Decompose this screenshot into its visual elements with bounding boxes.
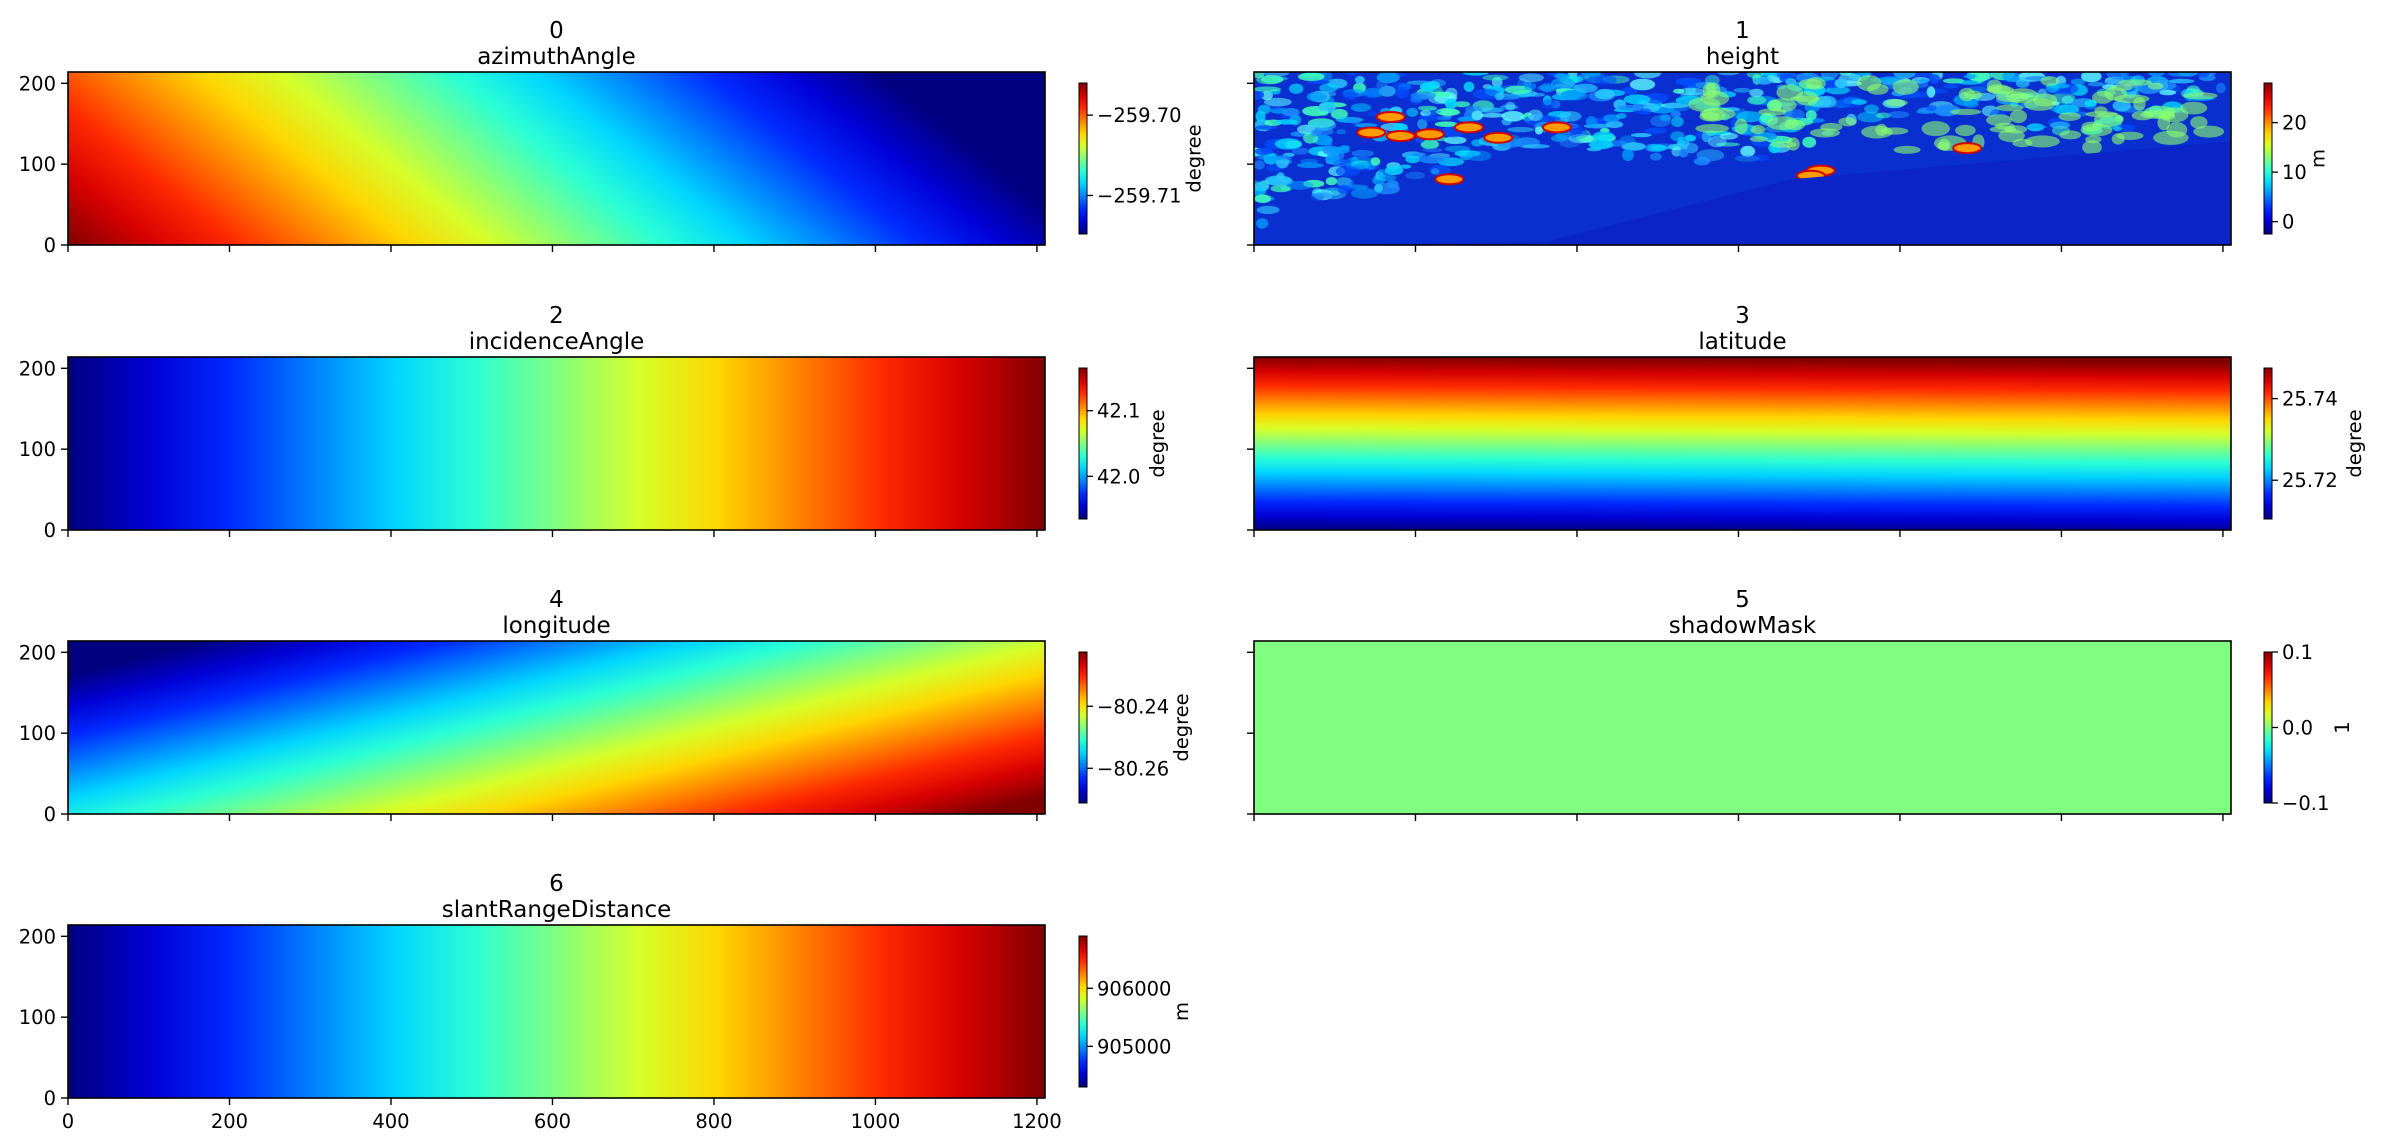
colorbar-tick-label: 0.1 (2282, 641, 2313, 664)
colorbar-5: 0.1 0.0 −0.1 1 (2263, 641, 2354, 815)
y-tick-label: 200 (19, 641, 56, 664)
heatmap-image-3 (1254, 357, 2231, 530)
colorbar-gradient (1078, 935, 1088, 1088)
colorbar-tick-label: −80.24 (1097, 695, 1169, 718)
axes-frame (67, 924, 1046, 1099)
x-tick-label: 1200 (1012, 1110, 1062, 1133)
y-tick-label: 200 (19, 357, 56, 380)
heatmap-image-6 (68, 925, 1045, 1098)
colorbar-tick-label: 905000 (1097, 1035, 1171, 1058)
colorbar-2: 42.1 42.0 degree (1078, 367, 1169, 520)
panel-title: azimuthAngle (477, 44, 636, 70)
y-tick-label: 100 (19, 438, 56, 461)
panel-index-label: 6 (549, 871, 564, 897)
panel-title: longitude (502, 613, 610, 639)
axes-frame (1253, 356, 2232, 531)
colorbar-label: degree (1182, 124, 1205, 192)
panel-title: height (1706, 44, 1779, 70)
y-tick-label: 0 (44, 803, 56, 826)
y-tick-label: 200 (19, 925, 56, 948)
panel-index-label: 1 (1735, 18, 1750, 44)
y-tick-label: 0 (44, 519, 56, 542)
colorbar-tick-label: −0.1 (2282, 792, 2329, 815)
panel-index-label: 2 (549, 303, 564, 329)
y-tick-label: 100 (19, 722, 56, 745)
panel-index-label: 4 (549, 587, 564, 613)
colorbar-gradient (2263, 367, 2273, 520)
colorbar-tick-label: 42.1 (1097, 400, 1140, 423)
y-tick-label: 0 (44, 234, 56, 257)
panel-index-label: 0 (549, 18, 564, 44)
axes-frame (1253, 640, 2232, 815)
axes-frame (1253, 71, 2232, 246)
heatmap-image-0 (68, 72, 1045, 245)
x-tick-label: 800 (695, 1110, 732, 1133)
y-tick-label: 100 (19, 153, 56, 176)
panel-title: incidenceAngle (469, 329, 645, 355)
axes-frame (67, 640, 1046, 815)
colorbar-tick-label: 25.74 (2282, 388, 2338, 411)
colorbar-gradient (1078, 367, 1088, 520)
colorbar-tick-label: 0.0 (2282, 717, 2313, 740)
panel-index-label: 3 (1735, 303, 1750, 329)
colorbar-tick-label: 20 (2282, 112, 2307, 135)
colorbar-label: degree (2343, 409, 2366, 477)
x-tick-label: 0 (62, 1110, 74, 1133)
colorbar-1: 20 10 0 m (2263, 82, 2329, 235)
colorbar-tick-label: −80.26 (1097, 757, 1169, 780)
colorbar-tick-label: 0 (2282, 211, 2294, 234)
colorbar-tick-label: 10 (2282, 161, 2307, 184)
y-tick-label: 200 (19, 72, 56, 95)
heatmap-image-4 (68, 641, 1045, 814)
colorbar-label: m (1170, 1002, 1193, 1021)
height-texture (1254, 72, 2231, 245)
colorbar-gradient (1078, 82, 1088, 235)
colorbar-tick-label: 42.0 (1097, 465, 1140, 488)
y-tick-label: 100 (19, 1006, 56, 1029)
colorbar-gradient (2263, 651, 2273, 804)
x-tick-label: 600 (534, 1110, 571, 1133)
colorbar-label: degree (1170, 693, 1193, 761)
colorbar-6: 906000 905000 m (1078, 935, 1193, 1088)
colorbar-gradient (2263, 82, 2273, 235)
colorbar-label: m (2306, 149, 2329, 168)
colorbar-tick-label: 25.72 (2282, 469, 2338, 492)
colorbar-tick-label: −259.71 (1097, 184, 1182, 207)
panel-title: slantRangeDistance (442, 897, 672, 923)
panel-index-label: 5 (1735, 587, 1750, 613)
panel-title: latitude (1698, 329, 1786, 355)
colorbar-gradient (1078, 651, 1088, 804)
colorbar-label: 1 (2331, 721, 2354, 733)
y-tick-label: 0 (44, 1087, 56, 1110)
axes-frame (67, 356, 1046, 531)
colorbar-tick-label: −259.70 (1097, 104, 1182, 127)
colorbar-label: degree (1146, 409, 1169, 477)
x-tick-label: 200 (211, 1110, 248, 1133)
axes-frame (67, 71, 1046, 246)
x-tick-label: 400 (372, 1110, 409, 1133)
panel-title: shadowMask (1669, 613, 1817, 639)
heatmap-image-5 (1254, 641, 2231, 814)
x-tick-label: 1000 (851, 1110, 901, 1133)
colorbar-tick-label: 906000 (1097, 977, 1171, 1000)
heatmap-image-2 (68, 357, 1045, 530)
